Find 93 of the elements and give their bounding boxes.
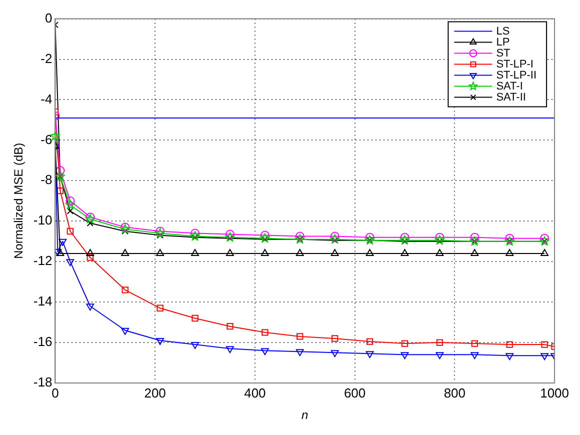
x-tick-label: 800 (444, 385, 466, 400)
point (400, 235, 410, 244)
point (225, 232, 235, 242)
point (66, 196, 75, 206)
point (506, 341, 513, 348)
point (86, 220, 94, 226)
y-tick-label: -18 (33, 374, 52, 390)
point (540, 249, 549, 256)
point (55, 248, 62, 256)
point (65, 200, 75, 210)
point (121, 249, 130, 256)
point (330, 350, 339, 358)
point (156, 338, 164, 346)
point (66, 259, 74, 266)
point (66, 228, 74, 235)
point (400, 232, 410, 242)
y-tick-label: 0 (44, 10, 52, 26)
legend-label: SAT-II (496, 91, 526, 104)
x-tick-label: 1000 (540, 385, 569, 400)
point (366, 249, 374, 256)
point (330, 234, 340, 244)
point (226, 249, 234, 256)
legend-label: ST-LP-I (496, 58, 534, 70)
point (260, 348, 269, 356)
point (121, 328, 130, 335)
point (226, 323, 234, 330)
point (260, 249, 269, 256)
point (296, 249, 304, 256)
legend-label: SAT-I (496, 80, 523, 92)
point (401, 340, 408, 347)
point (58, 238, 67, 246)
point (541, 341, 548, 348)
point (86, 304, 94, 311)
point (330, 232, 340, 241)
point (66, 208, 74, 214)
point (225, 230, 234, 239)
point (540, 353, 549, 360)
legend-label: ST-LP-II (496, 69, 537, 82)
y-tick-label: -4 (40, 91, 52, 106)
point (260, 230, 270, 240)
point (191, 249, 199, 256)
point (330, 249, 339, 256)
point (122, 286, 128, 294)
point (400, 249, 409, 256)
y-tick-label: -6 (40, 132, 52, 147)
point (331, 335, 338, 342)
point (434, 235, 444, 244)
x-tick-label: 200 (144, 385, 166, 400)
point (192, 314, 198, 322)
point (436, 339, 444, 346)
point (471, 340, 478, 347)
point (470, 352, 479, 360)
point (506, 249, 514, 256)
point (56, 166, 65, 176)
point (296, 333, 304, 340)
point (540, 234, 550, 243)
x-tick-label: 400 (244, 385, 266, 400)
point (190, 231, 200, 240)
point (470, 232, 480, 242)
point (156, 249, 164, 256)
y-axis-title: Normalized MSE (dB) (12, 142, 26, 259)
x-axis-title: n (302, 408, 309, 422)
y-tick-label: -12 (33, 253, 52, 268)
legend-label: ST (496, 47, 511, 60)
point (435, 232, 444, 242)
legend-label: LS (496, 25, 510, 38)
y-tick-label: -14 (33, 294, 52, 309)
legend-label: LP (496, 36, 510, 48)
y-tick-label: -2 (40, 50, 52, 66)
y-tick-label: -10 (33, 212, 52, 228)
point (505, 234, 514, 243)
point (296, 349, 304, 356)
point (156, 304, 164, 312)
point (86, 254, 94, 261)
point (470, 249, 479, 256)
point (226, 346, 234, 354)
point (400, 352, 409, 360)
point (366, 338, 374, 345)
point (436, 352, 444, 360)
point (506, 353, 514, 360)
y-tick-label: -16 (33, 334, 52, 350)
point (262, 329, 268, 336)
point (436, 249, 444, 256)
x-tick-label: 600 (344, 385, 366, 400)
point (56, 187, 64, 194)
y-tick-label: -8 (40, 172, 52, 188)
point (190, 228, 200, 238)
point (191, 342, 199, 350)
point (295, 232, 304, 241)
point (86, 249, 94, 256)
point (260, 233, 270, 242)
point (366, 351, 374, 358)
point (365, 232, 374, 242)
